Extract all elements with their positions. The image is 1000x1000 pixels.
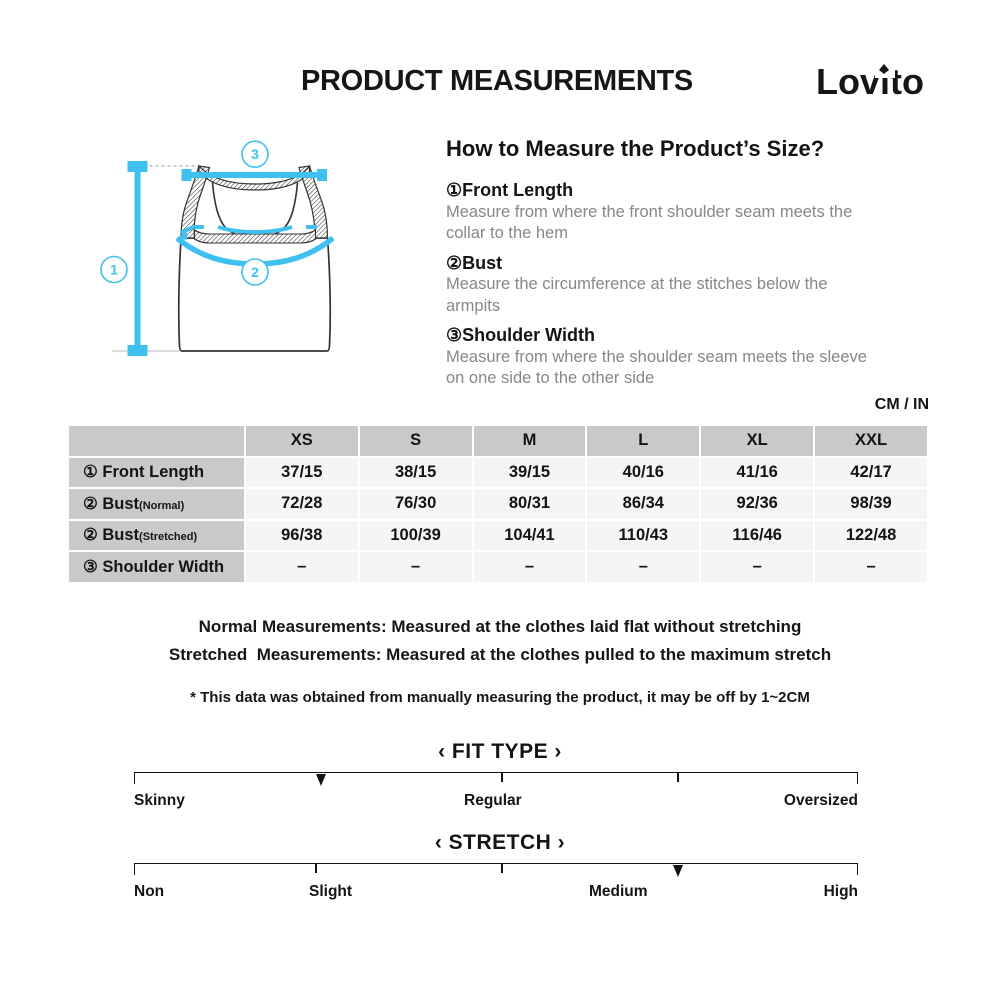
svg-text:1: 1 xyxy=(110,262,118,278)
svg-text:2: 2 xyxy=(251,264,259,280)
svg-text:3: 3 xyxy=(251,146,259,162)
